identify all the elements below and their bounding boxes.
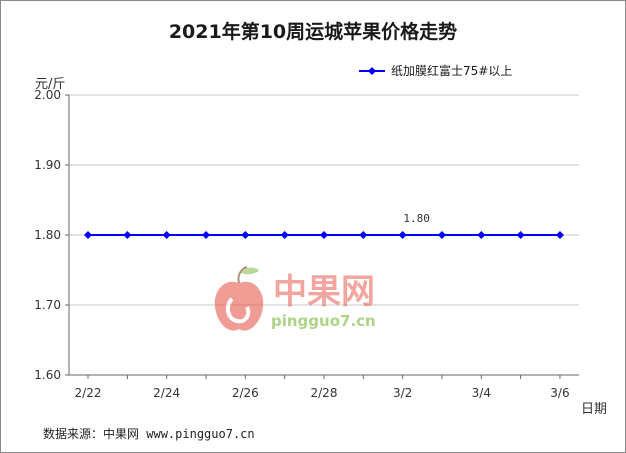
legend-entry: 纸加膜红富士75#以上 — [391, 63, 512, 78]
data-point — [201, 231, 210, 239]
legend-marker — [368, 67, 376, 75]
source-url: www.pingguo7.cn — [146, 427, 255, 441]
legend: 纸加膜红富士75#以上 — [359, 63, 512, 78]
data-point — [280, 231, 289, 239]
data-point — [359, 231, 368, 239]
watermark: 中果网 pingguo7.cn — [214, 266, 376, 331]
source-note: 数据来源：中果网 www.pingguo7.cn — [43, 425, 255, 442]
x-axis-label: 日期 — [581, 402, 608, 417]
x-tick-label: 3/2 — [393, 386, 412, 400]
data-label: 1.80 — [403, 212, 430, 225]
x-tick-label: 3/4 — [472, 386, 491, 400]
data-point — [84, 231, 92, 239]
data-point — [123, 231, 132, 239]
watermark-brand: 中果网 — [273, 272, 375, 312]
data-point — [398, 231, 407, 239]
x-tick-label: 2/28 — [311, 386, 338, 400]
data-point — [437, 231, 446, 239]
watermark-site: pingguo7.cn — [271, 312, 376, 330]
source-label: 数据来源：中果网 — [43, 427, 140, 441]
data-point — [162, 231, 171, 239]
data-point — [319, 231, 328, 239]
x-tick-label: 2/24 — [153, 386, 180, 400]
x-ticks: 2/22 2/24 2/26 2/28 3/2 3/4 3/6 — [75, 375, 570, 400]
chart-title: 2021年第10周运城苹果价格走势 — [168, 21, 458, 43]
y-tick-label: 1.60 — [34, 368, 61, 382]
data-point — [555, 231, 564, 239]
x-tick-label: 2/22 — [75, 386, 102, 400]
x-tick-label: 2/26 — [232, 386, 259, 400]
y-tick-label: 1.70 — [34, 298, 61, 312]
data-point — [241, 231, 250, 239]
y-tick-label: 2.00 — [34, 88, 61, 102]
x-tick-label: 3/6 — [550, 386, 569, 400]
data-point — [477, 231, 486, 239]
data-labels: 1.80 — [403, 212, 430, 225]
apple-logo-icon — [214, 266, 264, 331]
data-point — [516, 231, 525, 239]
y-axis-label: 元/斤 — [35, 77, 66, 92]
y-tick-label: 1.90 — [34, 158, 61, 172]
y-tick-label: 1.80 — [34, 228, 61, 242]
series-layer — [84, 231, 564, 239]
y-ticks: 2.00 1.90 1.80 1.70 1.60 — [34, 88, 69, 382]
